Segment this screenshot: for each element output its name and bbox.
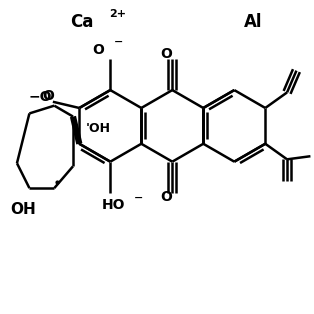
Text: O: O: [160, 47, 172, 61]
Text: −: −: [113, 37, 123, 47]
Text: HO: HO: [102, 198, 125, 212]
Text: Ca: Ca: [70, 13, 93, 31]
Text: Al: Al: [244, 13, 263, 31]
Text: O: O: [42, 89, 54, 103]
Text: 'OH: 'OH: [85, 122, 111, 135]
Text: −: −: [134, 192, 143, 203]
Text: OH: OH: [10, 203, 36, 217]
Text: O: O: [92, 43, 104, 57]
Text: O: O: [160, 191, 172, 204]
Text: 2+: 2+: [109, 9, 126, 19]
Text: −O: −O: [29, 90, 52, 104]
